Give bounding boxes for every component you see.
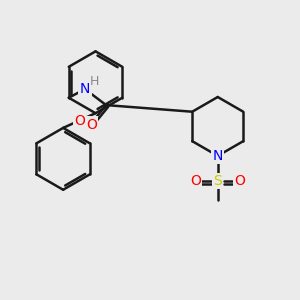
Text: N: N — [80, 82, 90, 96]
Text: O: O — [74, 114, 85, 128]
Text: O: O — [234, 174, 245, 188]
Text: N: N — [212, 149, 223, 163]
Text: O: O — [190, 174, 201, 188]
Text: S: S — [213, 174, 222, 188]
Text: O: O — [86, 118, 97, 132]
Text: H: H — [90, 75, 99, 88]
